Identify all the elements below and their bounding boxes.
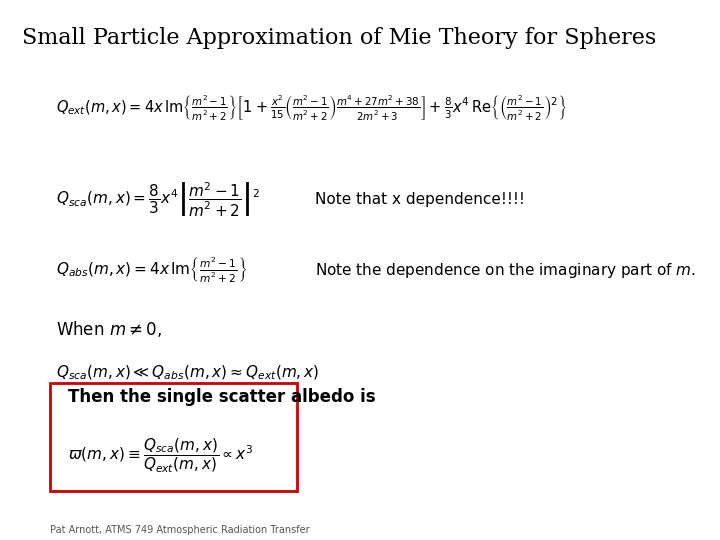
Text: Note that x dependence!!!!: Note that x dependence!!!! xyxy=(315,192,525,207)
Text: $Q_{sca}(m,x) = \dfrac{8}{3}x^4\left|\dfrac{m^2-1}{m^2+2}\right|^2$: $Q_{sca}(m,x) = \dfrac{8}{3}x^4\left|\df… xyxy=(56,181,261,219)
Text: Note the dependence on the imaginary part of $m$.: Note the dependence on the imaginary par… xyxy=(315,260,696,280)
Text: When $m \neq 0$,: When $m \neq 0$, xyxy=(56,319,162,340)
Text: Pat Arnott, ATMS 749 Atmospheric Radiation Transfer: Pat Arnott, ATMS 749 Atmospheric Radiati… xyxy=(50,524,310,535)
Text: $Q_{abs}(m,x) = 4x\,\mathrm{Im}\left\{\frac{m^2-1}{m^2+2}\right\}$: $Q_{abs}(m,x) = 4x\,\mathrm{Im}\left\{\f… xyxy=(56,255,247,285)
Text: $\varpi(m,x) \equiv \dfrac{Q_{sca}(m,x)}{Q_{ext}(m,x)} \propto x^3$: $\varpi(m,x) \equiv \dfrac{Q_{sca}(m,x)}… xyxy=(68,437,253,475)
Text: Then the single scatter albedo is: Then the single scatter albedo is xyxy=(68,388,376,406)
Text: $Q_{ext}(m,x) = 4x\,\mathrm{Im}\left\{\frac{m^2-1}{m^2+2}\right\}\left[1 + \frac: $Q_{ext}(m,x) = 4x\,\mathrm{Im}\left\{\f… xyxy=(56,93,567,123)
Text: $Q_{sca}(m,x)\ll Q_{abs}(m,x) \approx Q_{ext}(m,x)$: $Q_{sca}(m,x)\ll Q_{abs}(m,x) \approx Q_… xyxy=(56,363,320,382)
Text: Small Particle Approximation of Mie Theory for Spheres: Small Particle Approximation of Mie Theo… xyxy=(22,27,657,49)
